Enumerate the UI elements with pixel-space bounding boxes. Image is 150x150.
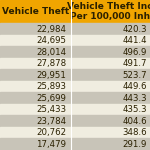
Bar: [0, 138, 70, 150]
Text: 404.6: 404.6: [122, 117, 147, 126]
Bar: [0, 69, 70, 81]
Text: 22,984: 22,984: [36, 24, 66, 33]
Bar: [70, 92, 150, 104]
Bar: [70, 81, 150, 92]
Bar: [0, 23, 70, 35]
Text: 28,014: 28,014: [36, 48, 66, 57]
Bar: [0, 81, 70, 92]
Text: 27,878: 27,878: [36, 59, 66, 68]
Text: 491.7: 491.7: [123, 59, 147, 68]
Bar: [70, 116, 150, 127]
Bar: [0, 116, 70, 127]
Text: 449.6: 449.6: [123, 82, 147, 91]
Bar: [70, 35, 150, 46]
Text: 348.6: 348.6: [122, 128, 147, 137]
Text: 20,762: 20,762: [36, 128, 66, 137]
Text: 496.9: 496.9: [123, 48, 147, 57]
Bar: [70, 58, 150, 69]
Text: 523.7: 523.7: [122, 71, 147, 80]
Text: 441.4: 441.4: [122, 36, 147, 45]
Bar: [0, 104, 70, 116]
Text: 443.3: 443.3: [122, 94, 147, 103]
Bar: [0, 0, 70, 23]
Bar: [70, 127, 150, 138]
Bar: [0, 92, 70, 104]
Bar: [70, 104, 150, 116]
Bar: [70, 69, 150, 81]
Bar: [70, 0, 150, 23]
Bar: [0, 58, 70, 69]
Bar: [0, 46, 70, 58]
Bar: [70, 23, 150, 35]
Text: 435.3: 435.3: [122, 105, 147, 114]
Text: 291.9: 291.9: [123, 140, 147, 149]
Text: 25,893: 25,893: [36, 82, 66, 91]
Text: 420.3: 420.3: [122, 24, 147, 33]
Text: 17,479: 17,479: [36, 140, 66, 149]
Text: 25,699: 25,699: [36, 94, 66, 103]
Text: Vehicle Theft: Vehicle Theft: [2, 7, 69, 16]
Text: 25,433: 25,433: [36, 105, 66, 114]
Text: 24,695: 24,695: [36, 36, 66, 45]
Bar: [70, 46, 150, 58]
Text: 29,951: 29,951: [36, 71, 66, 80]
Bar: [0, 35, 70, 46]
Text: 23,784: 23,784: [36, 117, 66, 126]
Bar: [70, 138, 150, 150]
Bar: [0, 127, 70, 138]
Text: Vehicle Theft Inc
Per 100,000 Inh: Vehicle Theft Inc Per 100,000 Inh: [68, 2, 150, 21]
